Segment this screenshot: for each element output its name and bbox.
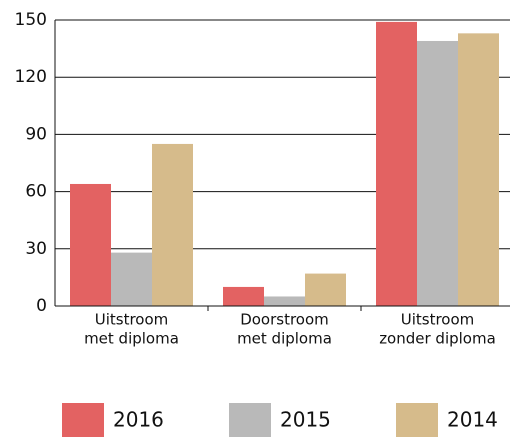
bar <box>264 296 305 306</box>
bar <box>223 286 264 306</box>
y-tick-label: 60 <box>25 182 47 202</box>
y-tick-label: 90 <box>25 124 47 144</box>
x-tick-label: Uitstroom <box>401 311 475 329</box>
bar <box>111 252 152 306</box>
y-tick-label: 30 <box>25 239 47 259</box>
bar <box>70 183 111 306</box>
x-tick-label: met diploma <box>237 330 332 348</box>
bar <box>305 273 346 306</box>
legend-swatch <box>62 403 104 437</box>
legend-swatch <box>396 403 438 437</box>
legend-swatch <box>229 403 271 437</box>
y-tick-label: 0 <box>36 296 47 316</box>
y-tick-label: 150 <box>15 10 47 30</box>
x-tick-label: met diploma <box>84 330 179 348</box>
legend-label: 2015 <box>280 408 331 432</box>
bar <box>376 21 417 306</box>
y-tick-label: 120 <box>15 67 47 87</box>
legend-label: 2016 <box>113 408 164 432</box>
legend-label: 2014 <box>447 408 498 432</box>
x-tick-label: Doorstroom <box>240 311 329 329</box>
bar <box>417 40 458 307</box>
x-tick-label: zonder diploma <box>379 330 496 348</box>
x-tick-label: Uitstroom <box>95 311 169 329</box>
bar <box>458 33 499 306</box>
bar <box>152 143 193 306</box>
